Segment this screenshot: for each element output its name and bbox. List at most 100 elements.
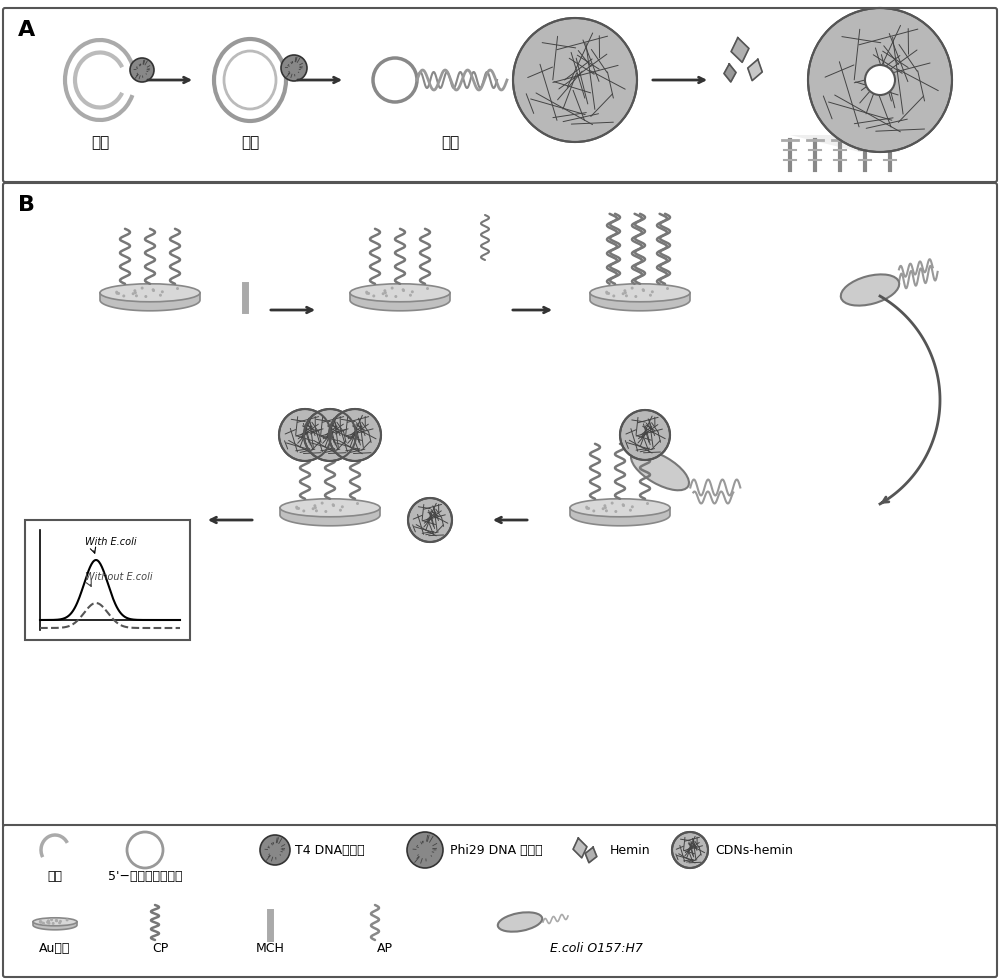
Circle shape (55, 919, 58, 922)
Circle shape (426, 287, 429, 290)
Circle shape (159, 294, 162, 297)
Circle shape (302, 510, 305, 513)
FancyBboxPatch shape (3, 8, 997, 182)
Circle shape (385, 294, 388, 297)
Circle shape (585, 506, 588, 509)
Circle shape (672, 832, 708, 868)
Circle shape (47, 919, 50, 922)
Circle shape (586, 507, 589, 510)
Circle shape (122, 294, 125, 298)
Circle shape (315, 510, 318, 513)
Ellipse shape (280, 499, 380, 516)
Circle shape (297, 507, 300, 510)
Bar (25, 520, 190, 640)
Circle shape (312, 508, 315, 511)
Circle shape (808, 8, 952, 152)
Circle shape (39, 920, 42, 923)
Circle shape (329, 409, 381, 461)
Circle shape (296, 507, 299, 510)
Circle shape (666, 287, 669, 290)
Circle shape (394, 295, 397, 298)
Circle shape (622, 504, 625, 507)
Circle shape (132, 292, 135, 295)
Circle shape (66, 918, 69, 921)
Circle shape (612, 294, 615, 298)
Circle shape (130, 58, 154, 82)
Circle shape (605, 291, 608, 294)
Text: E.coli O157:H7: E.coli O157:H7 (550, 942, 643, 955)
Circle shape (176, 287, 179, 290)
Ellipse shape (224, 51, 276, 109)
Circle shape (606, 292, 609, 295)
Circle shape (402, 288, 405, 291)
Polygon shape (585, 848, 597, 862)
Circle shape (152, 288, 155, 291)
Ellipse shape (631, 450, 689, 490)
Circle shape (383, 289, 386, 292)
Text: AP: AP (377, 942, 393, 955)
Circle shape (40, 920, 43, 923)
Polygon shape (100, 293, 200, 311)
Circle shape (629, 509, 632, 512)
Polygon shape (748, 60, 762, 80)
Circle shape (646, 502, 649, 505)
Circle shape (372, 294, 375, 298)
Ellipse shape (100, 284, 200, 302)
Circle shape (365, 291, 368, 294)
Text: T4 DNA连接酶: T4 DNA连接酶 (295, 844, 365, 857)
FancyBboxPatch shape (3, 183, 997, 827)
Circle shape (631, 506, 634, 509)
Circle shape (384, 291, 387, 294)
Circle shape (402, 289, 405, 292)
Text: A: A (18, 20, 35, 40)
Text: With E.coli: With E.coli (85, 537, 137, 547)
Text: 引物: 引物 (48, 870, 62, 883)
Circle shape (623, 289, 626, 292)
Polygon shape (570, 508, 670, 526)
Circle shape (332, 504, 335, 507)
Circle shape (356, 502, 359, 505)
Circle shape (367, 292, 370, 295)
Polygon shape (280, 508, 380, 526)
Circle shape (602, 508, 605, 511)
Circle shape (592, 510, 595, 513)
Circle shape (116, 292, 119, 295)
Circle shape (42, 922, 45, 925)
Circle shape (332, 504, 335, 507)
Circle shape (144, 295, 147, 298)
Polygon shape (731, 37, 749, 63)
Circle shape (52, 922, 55, 925)
Circle shape (260, 835, 290, 865)
Circle shape (605, 510, 608, 513)
Circle shape (279, 409, 331, 461)
Circle shape (321, 502, 324, 505)
Polygon shape (350, 293, 450, 311)
Circle shape (152, 289, 155, 292)
Circle shape (134, 291, 137, 294)
Circle shape (624, 291, 627, 294)
Circle shape (373, 58, 417, 102)
Circle shape (313, 505, 316, 508)
Circle shape (46, 920, 49, 924)
Text: Au电极: Au电极 (39, 942, 71, 955)
Circle shape (622, 292, 625, 295)
Ellipse shape (590, 284, 690, 302)
Circle shape (127, 832, 163, 868)
Circle shape (339, 509, 342, 512)
Circle shape (39, 920, 42, 923)
Circle shape (620, 410, 670, 460)
Circle shape (611, 502, 614, 505)
Circle shape (411, 290, 414, 293)
Circle shape (604, 507, 607, 510)
Ellipse shape (841, 274, 899, 306)
Circle shape (408, 498, 452, 542)
Circle shape (366, 292, 369, 295)
Circle shape (587, 507, 590, 510)
Circle shape (295, 506, 298, 509)
Circle shape (642, 288, 645, 291)
Circle shape (48, 921, 51, 925)
Circle shape (117, 292, 120, 295)
Circle shape (651, 290, 654, 293)
Text: CDNs-hemin: CDNs-hemin (715, 844, 793, 857)
Circle shape (649, 294, 652, 297)
